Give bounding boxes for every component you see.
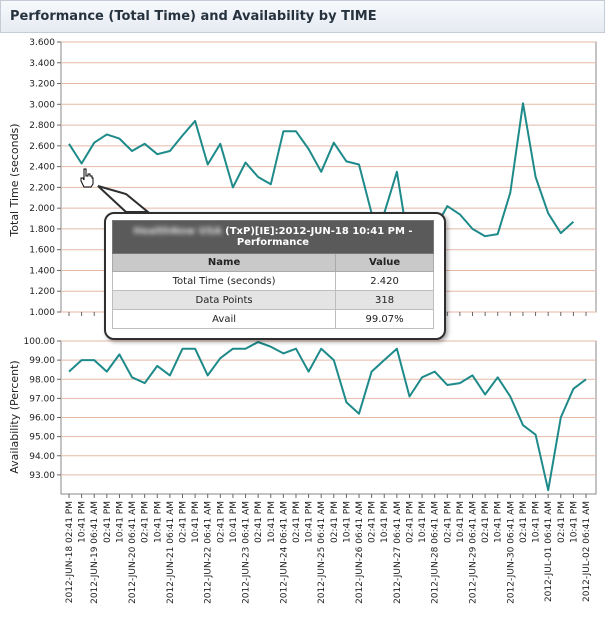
page-title: Performance (Total Time) and Availabilit… <box>10 9 377 24</box>
y-tick-label: 3.200 <box>29 80 55 90</box>
x-tick-label: 2012-JUN-24 06:41 AM <box>279 501 289 604</box>
x-tick-label: 10:41 PM <box>569 501 579 543</box>
x-tick-label: 02:41 PM <box>254 501 264 543</box>
y-tick-label: 3.600 <box>29 38 55 48</box>
x-tick-label: 2012-JUN-27 06:41 AM <box>393 501 403 604</box>
y-tick-label: 2.600 <box>29 142 55 152</box>
x-tick-label: 02:41 PM <box>178 501 188 543</box>
x-tick-label: 2012-JUN-19 06:41 AM <box>90 501 100 604</box>
x-tick-label: 02:41 PM <box>216 501 226 543</box>
y-tick-label: 2.200 <box>29 183 55 193</box>
x-tick-label: 10:41 PM <box>418 501 428 543</box>
x-tick-label: 10:41 PM <box>456 501 466 543</box>
y-tick-label: 93.00 <box>29 471 55 481</box>
y-tick-label: 97.00 <box>29 394 55 404</box>
x-tick-label: 10:41 PM <box>267 501 277 543</box>
x-tick-label: 02:41 PM <box>330 501 340 543</box>
tooltip-row-name: Total Time (seconds) <box>111 271 337 291</box>
y-tick-label: 1.400 <box>29 266 55 276</box>
y-tick-label: 98.00 <box>29 375 55 385</box>
x-tick-label: 02:41 PM <box>368 501 378 543</box>
y-tick-label: 96.00 <box>29 414 55 424</box>
y-tick-label: 94.00 <box>29 452 55 462</box>
y-tick-label: 2.800 <box>29 121 55 131</box>
x-tick-label: 02:41 PM <box>481 501 491 543</box>
x-tick-label: 2012-JUL-01 06:41 AM <box>544 501 554 602</box>
x-tick-label: 10:41 PM <box>78 501 88 543</box>
x-tick-label: 2012-JUN-25 06:41 AM <box>317 501 327 604</box>
x-tick-label: 10:41 PM <box>532 501 542 543</box>
x-tick-label: 10:41 PM <box>342 501 352 543</box>
tooltip-col-value: Value <box>335 253 434 272</box>
x-tick-label: 02:41 PM <box>405 501 415 543</box>
x-tick-label: 2012-JUL-02 06:41 AM <box>582 501 592 602</box>
tooltip-row-value: 99.07% <box>335 309 434 329</box>
x-tick-label: 02:41 PM <box>519 501 529 543</box>
tooltip-title-redacted: HealthNow USA <box>133 226 222 237</box>
x-tick-label: 2012-JUN-22 06:41 AM <box>204 501 214 604</box>
x-tick-label: 2012-JUN-26 06:41 AM <box>355 501 365 604</box>
y-tick-label: 2.400 <box>29 163 55 173</box>
x-tick-label: 02:41 PM <box>141 501 151 543</box>
y-tick-label: 100.00 <box>24 337 56 347</box>
series-line <box>68 341 587 492</box>
x-tick-label: 2012-JUN-21 06:41 AM <box>166 501 176 604</box>
y-tick-label: 1.200 <box>29 287 55 297</box>
x-tick-label: 10:41 PM <box>191 501 201 543</box>
x-tick-label: 2012-JUN-23 06:41 AM <box>242 501 252 604</box>
tooltip-row-name: Avail <box>111 309 337 329</box>
x-tick-label: 10:41 PM <box>494 501 504 543</box>
y-tick-label: 95.00 <box>29 433 55 443</box>
x-tick-label: 2012-JUN-30 06:41 AM <box>506 501 516 604</box>
y-tick-label: 99.00 <box>29 356 55 366</box>
x-tick-label: 10:41 PM <box>305 501 315 543</box>
axis-title: Total Time (seconds) <box>8 123 21 237</box>
tooltip-row-value: 318 <box>335 290 434 310</box>
tooltip-row-name: Data Points <box>111 290 337 310</box>
y-tick-label: 1.800 <box>29 225 55 235</box>
tooltip: HealthNow USA (TxP)[IE]:2012-JUN-18 10:4… <box>104 212 446 340</box>
tooltip-table: HealthNow USA (TxP)[IE]:2012-JUN-18 10:4… <box>111 220 434 329</box>
x-tick-label: 02:41 PM <box>103 501 113 543</box>
tooltip-title-text: (TxP)[IE]:2012-JUN-18 10:41 PM - Perform… <box>225 226 413 248</box>
x-tick-label: 2012-JUN-28 06:41 AM <box>431 501 441 604</box>
tooltip-row-value: 2.420 <box>335 271 434 291</box>
x-tick-label: 10:41 PM <box>153 501 163 543</box>
chart-header: Performance (Total Time) and Availabilit… <box>0 0 605 33</box>
y-tick-label: 1.000 <box>29 308 55 318</box>
x-tick-label: 10:41 PM <box>229 501 239 543</box>
y-tick-label: 3.000 <box>29 100 55 110</box>
y-tick-label: 2.000 <box>29 204 55 214</box>
y-tick-label: 3.400 <box>29 59 55 69</box>
x-tick-label: 10:41 PM <box>380 501 390 543</box>
x-tick-label: 10:41 PM <box>115 501 125 543</box>
x-tick-label: 02:41 PM <box>443 501 453 543</box>
x-tick-label: 2012-JUN-29 06:41 AM <box>469 501 479 604</box>
x-tick-label: 2012-JUN-18 02:41 PM <box>65 501 75 603</box>
x-tick-label: 02:41 PM <box>557 501 567 543</box>
x-tick-label: 2012-JUN-20 06:41 AM <box>128 501 138 604</box>
axis-title: Availability (Percent) <box>8 360 21 473</box>
tooltip-title: HealthNow USA (TxP)[IE]:2012-JUN-18 10:4… <box>112 220 434 254</box>
hand-cursor-icon <box>80 168 94 188</box>
x-tick-label: 02:41 PM <box>292 501 302 543</box>
y-tick-label: 1.600 <box>29 246 55 256</box>
tooltip-col-name: Name <box>111 253 337 272</box>
